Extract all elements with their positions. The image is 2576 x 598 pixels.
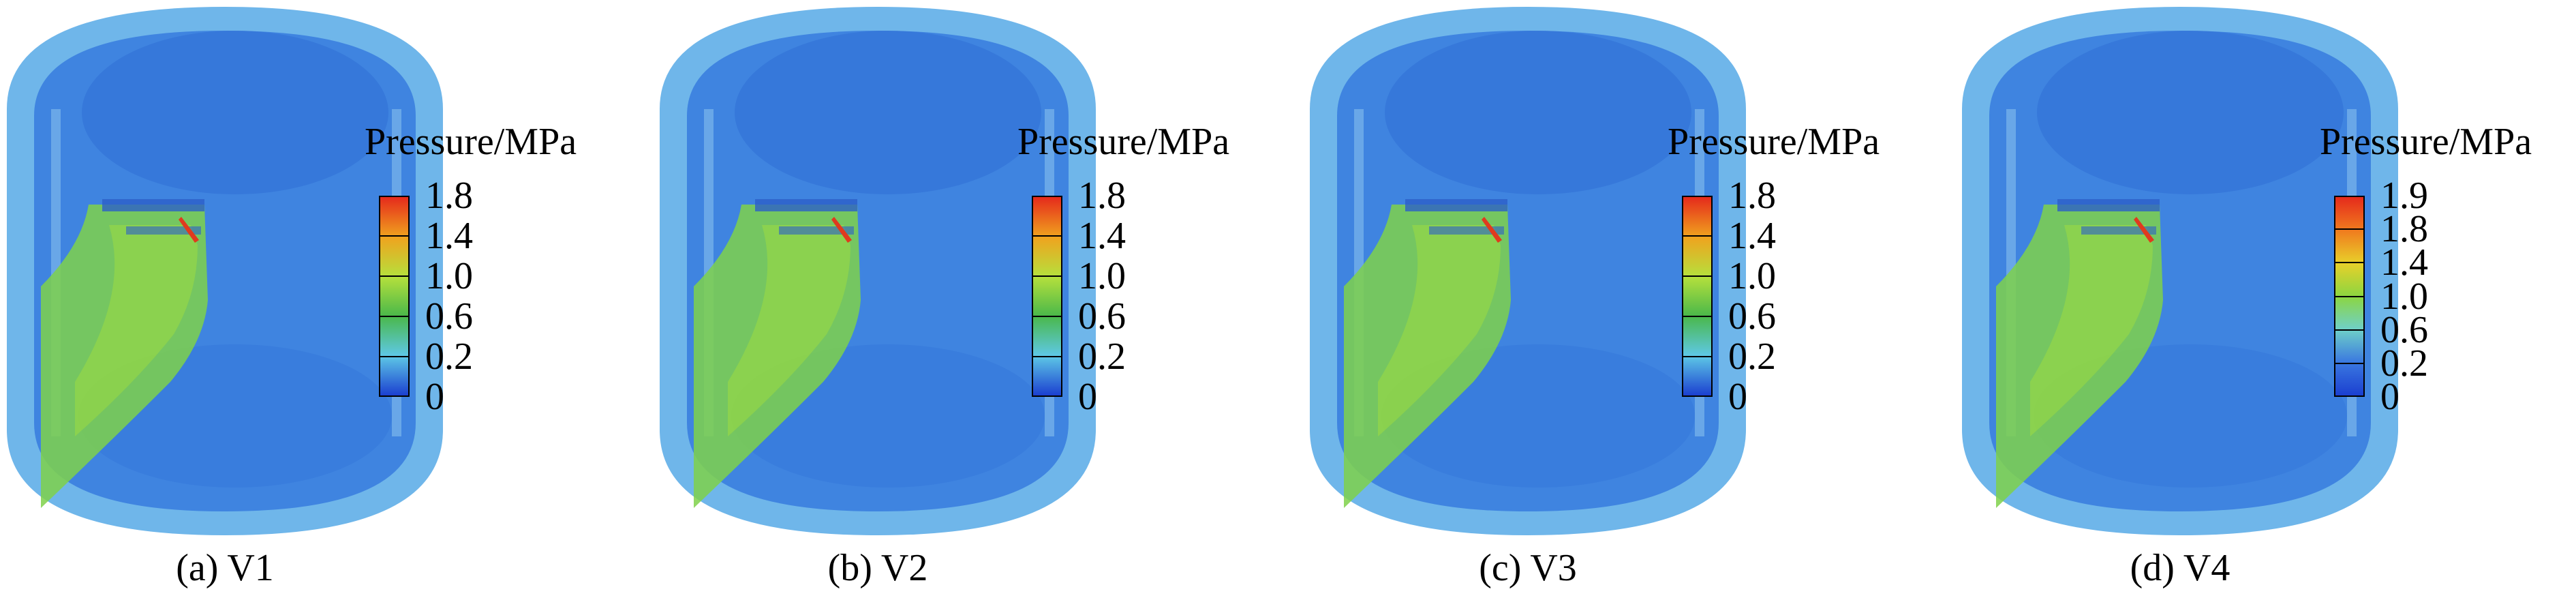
legend-title: Pressure/MPa <box>1668 121 1880 163</box>
nozzle-slot <box>102 199 204 211</box>
upper-chamber <box>2037 31 2344 194</box>
colorbar-tick-label: 1.4 <box>2380 241 2428 284</box>
nozzle-slot-lower <box>126 226 201 235</box>
panel-caption: (c) V3 <box>1479 547 1577 589</box>
jet-plume-core <box>2030 225 2153 436</box>
upper-chamber <box>82 31 388 194</box>
colorbar-tick-line <box>2334 329 2365 331</box>
upper-chamber <box>1385 31 1691 194</box>
colorbar-tick-label: 1.4 <box>1078 215 1126 257</box>
colorbar-tick-line <box>2334 262 2365 264</box>
colorbar-tick-line <box>1682 275 1713 277</box>
colorbar-tick-line <box>1032 316 1062 317</box>
colorbar-tick-label: 0 <box>425 376 444 418</box>
nozzle-slot <box>2057 199 2160 211</box>
colorbar-tick-line <box>1682 316 1713 317</box>
colorbar-tick-line <box>379 316 410 317</box>
figure-panel-1: Pressure/MPa (a) V1 1.8 1.4 1.0 0.6 0.2 0 <box>0 0 644 598</box>
colorbar-tick-line <box>2334 362 2365 364</box>
jet-plume <box>1344 205 1511 508</box>
nozzle-slot-lower <box>1429 226 1504 235</box>
colorbar-tick-label: 0.6 <box>2380 308 2428 351</box>
pressure-vessel-render <box>660 7 1096 535</box>
jet-plume <box>694 205 861 508</box>
colorbar-tick-line <box>1032 275 1062 277</box>
colorbar-tick-label: 1.8 <box>1078 175 1126 217</box>
panel-caption: (a) V1 <box>176 547 274 589</box>
colorbar-tick-label: 0.2 <box>1078 335 1126 378</box>
figure-panel-2: Pressure/MPa (b) V2 1.8 1.4 1.0 0.6 0.2 0 <box>653 0 1297 598</box>
colorbar-tick-label: 1.0 <box>1078 255 1126 297</box>
colorbar-tick-label: 1.0 <box>1728 255 1776 297</box>
hot-spot <box>831 217 852 243</box>
colorbar-tick-label: 0.6 <box>1078 295 1126 338</box>
colorbar <box>379 196 410 397</box>
figure-panel-3: Pressure/MPa (c) V3 1.8 1.4 1.0 0.6 0.2 0 <box>1303 0 1947 598</box>
colorbar-tick-line <box>1682 356 1713 357</box>
pressure-vessel-render <box>1310 7 1746 535</box>
colorbar-tick-label: 0 <box>2380 376 2399 418</box>
colorbar-tick-label: 1.8 <box>1728 175 1776 217</box>
colorbar-tick-line <box>1682 235 1713 237</box>
legend-title: Pressure/MPa <box>2320 121 2532 163</box>
colorbar-tick-label: 1.9 <box>2380 175 2428 217</box>
jet-plume-core <box>728 225 850 436</box>
legend-title: Pressure/MPa <box>1017 121 1230 163</box>
upper-chamber <box>735 31 1041 194</box>
colorbar-tick-label: 1.4 <box>425 215 473 257</box>
colorbar-tick-line <box>379 275 410 277</box>
colorbar-tick-label: 0.2 <box>2380 342 2428 385</box>
jet-plume-core <box>75 225 198 436</box>
panel-caption: (b) V2 <box>827 547 928 589</box>
colorbar <box>1682 196 1713 397</box>
colorbar-tick-label: 0.2 <box>425 335 473 378</box>
colorbar-tick-line <box>2334 228 2365 230</box>
jet-plume <box>41 205 208 508</box>
figure-panel-4: Pressure/MPa (d) V4 1.9 1.8 1.4 1.0 0.6 0.2 0 <box>1955 0 2576 598</box>
colorbar-tick-label: 1.0 <box>425 255 473 297</box>
jet-plume <box>1996 205 2163 508</box>
colorbar-tick-line <box>379 356 410 357</box>
nozzle-slot <box>755 199 857 211</box>
colorbar-tick-label: 0 <box>1078 376 1097 418</box>
jet-plume-core <box>1378 225 1501 436</box>
colorbar-tick-label: 0 <box>1728 376 1747 418</box>
colorbar <box>1032 196 1062 397</box>
colorbar-tick-label: 0.6 <box>425 295 473 338</box>
panel-caption: (d) V4 <box>2130 547 2230 589</box>
colorbar-tick-line <box>379 235 410 237</box>
legend-title: Pressure/MPa <box>365 121 577 163</box>
colorbar-tick-label: 1.8 <box>2380 208 2428 251</box>
hot-spot <box>179 217 199 243</box>
colorbar-tick-line <box>1032 356 1062 357</box>
colorbar-tick-label: 0.6 <box>1728 295 1776 338</box>
nozzle-slot <box>1405 199 1507 211</box>
hot-spot <box>1482 217 1502 243</box>
colorbar-tick-label: 0.2 <box>1728 335 1776 378</box>
colorbar-tick-label: 1.0 <box>2380 275 2428 318</box>
nozzle-slot-lower <box>2081 226 2156 235</box>
pressure-vessel-render <box>7 7 443 535</box>
nozzle-slot-lower <box>779 226 854 235</box>
hot-spot <box>2134 217 2154 243</box>
colorbar-tick-label: 1.4 <box>1728 215 1776 257</box>
colorbar-tick-label: 1.8 <box>425 175 473 217</box>
colorbar-tick-line <box>1032 235 1062 237</box>
colorbar-tick-line <box>2334 295 2365 297</box>
